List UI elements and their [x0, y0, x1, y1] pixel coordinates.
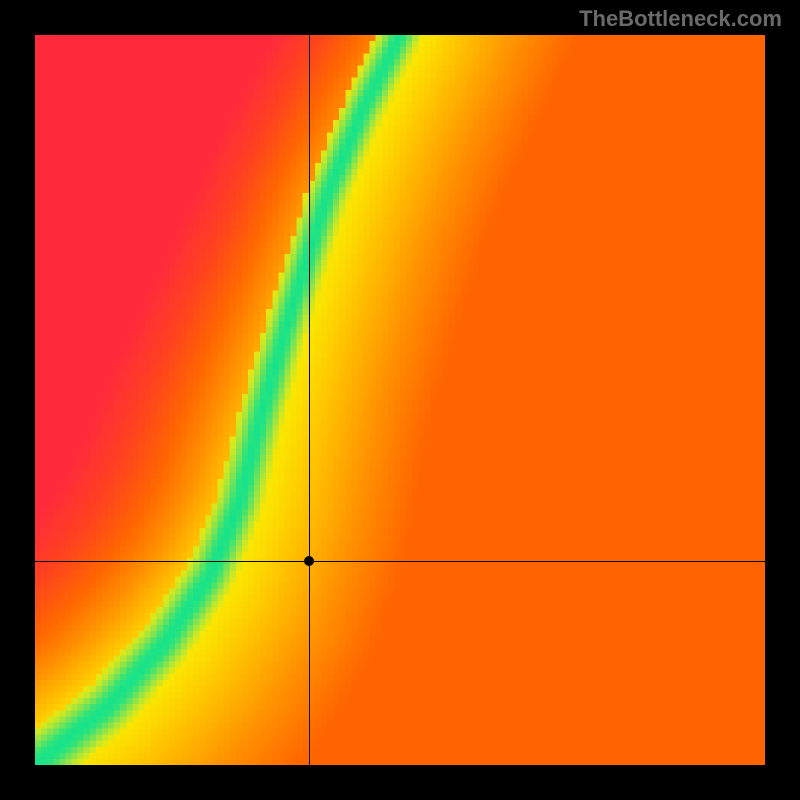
- bottleneck-heatmap: [35, 35, 765, 765]
- crosshair-marker: [304, 556, 314, 566]
- crosshair-vertical: [309, 35, 310, 765]
- watermark-text: TheBottleneck.com: [579, 6, 782, 32]
- crosshair-horizontal: [35, 561, 765, 562]
- chart-container: { "watermark": "TheBottleneck.com", "cha…: [0, 0, 800, 800]
